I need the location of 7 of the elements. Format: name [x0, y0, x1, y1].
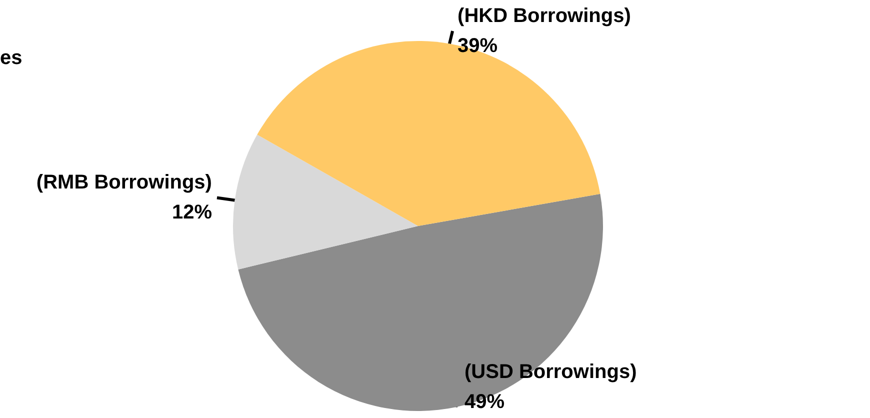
- data-label: 49%: [464, 391, 505, 413]
- text: es: [0, 47, 22, 69]
- slice-label: (USD Borrowings): [464, 361, 637, 383]
- data-label: 39%: [458, 35, 498, 57]
- data-label: 12%: [172, 202, 212, 224]
- slice-label: (RMB Borrowings): [36, 172, 212, 194]
- slice-label: (HKD Borrowings): [458, 5, 631, 27]
